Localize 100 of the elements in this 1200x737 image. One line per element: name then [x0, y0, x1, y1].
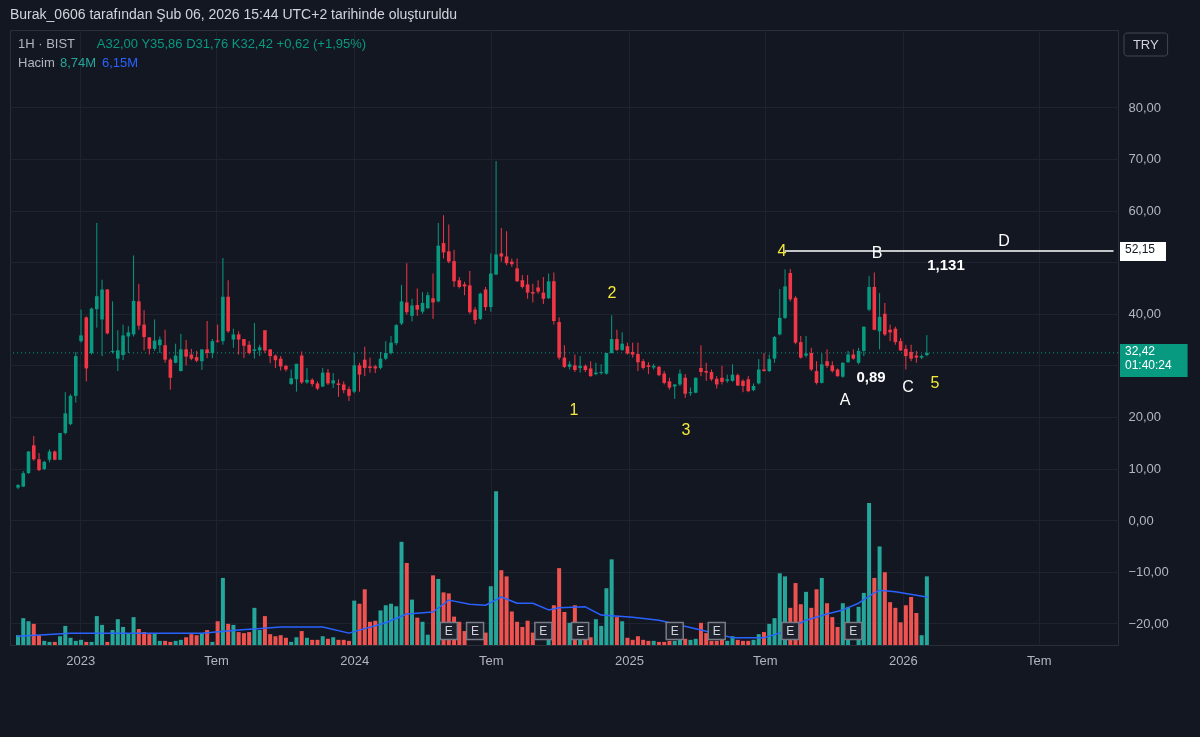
candlestick	[163, 329, 167, 364]
bar	[47, 641, 52, 645]
bar	[205, 630, 210, 645]
bar	[178, 639, 183, 645]
candlestick	[31, 435, 36, 462]
annotation: 5	[930, 374, 940, 391]
candlestick	[762, 352, 766, 373]
bar	[725, 640, 730, 645]
bar	[436, 578, 441, 645]
bar	[352, 600, 357, 645]
bar	[26, 621, 31, 645]
candlestick	[284, 364, 288, 373]
line-series	[17, 589, 928, 639]
text: TRY	[1132, 36, 1160, 52]
annotation: 0,89	[856, 368, 886, 385]
bar	[404, 562, 409, 645]
candlestick	[63, 391, 68, 435]
bar	[809, 607, 814, 645]
ref-line-label: 32,42 01:40:24	[1125, 343, 1173, 372]
bar	[252, 607, 257, 645]
candlestick	[236, 330, 241, 356]
bar	[814, 589, 819, 645]
candlestick	[825, 348, 829, 369]
bar	[378, 610, 383, 645]
bar	[199, 633, 204, 645]
candlestick	[431, 273, 435, 320]
bar	[819, 577, 824, 645]
data-label: 52,15	[1125, 242, 1156, 257]
bar	[767, 623, 772, 645]
bar	[872, 577, 877, 645]
bar	[336, 639, 341, 645]
annotation: E	[849, 624, 858, 639]
bar	[210, 641, 215, 645]
candlestick	[357, 362, 362, 393]
candlestick	[615, 329, 619, 352]
x-tick-label: 2025	[614, 652, 644, 668]
bar	[331, 637, 336, 645]
bar	[688, 639, 693, 645]
candlestick	[410, 298, 414, 323]
bar	[131, 617, 136, 645]
x-tick-label: 2023	[66, 652, 96, 668]
annotation: D	[998, 232, 1010, 249]
bar	[231, 624, 236, 645]
bar	[415, 617, 420, 645]
candlestick	[578, 355, 582, 374]
bar	[289, 641, 294, 645]
candlestick	[79, 309, 83, 344]
bar	[431, 575, 436, 645]
candlestick	[867, 275, 871, 312]
bar	[163, 640, 168, 645]
candlestick	[536, 279, 540, 295]
bar	[625, 637, 630, 645]
bar	[609, 559, 614, 645]
candlestick	[798, 335, 803, 360]
bar	[215, 621, 220, 645]
y-tick-label: 10,00	[1128, 461, 1162, 477]
annotation: C	[902, 378, 914, 395]
bar	[588, 637, 593, 645]
candlestick	[515, 258, 519, 283]
bar	[84, 641, 89, 645]
bar	[304, 637, 309, 645]
y-tick-label: 40,00	[1128, 306, 1162, 322]
y-tick-label: 60,00	[1128, 203, 1162, 219]
candlestick	[525, 274, 530, 300]
bar	[220, 577, 225, 645]
candlestick	[531, 283, 535, 303]
annotation: E	[539, 624, 548, 639]
x-tick-label: Tem	[1026, 652, 1052, 668]
candlestick	[404, 262, 409, 316]
bar	[683, 638, 688, 645]
annotation: E	[444, 624, 453, 639]
x-tick-label: Tem	[752, 652, 778, 668]
bar	[877, 546, 882, 645]
candlestick	[573, 354, 577, 373]
bar	[546, 639, 551, 645]
bar	[825, 603, 830, 645]
bar	[620, 621, 625, 645]
annotation: A	[839, 391, 851, 408]
annotation: E	[576, 624, 585, 639]
candlestick	[804, 335, 808, 359]
annotation: E	[712, 624, 721, 639]
bar	[357, 603, 362, 645]
annotation: 3	[681, 421, 691, 438]
bar	[614, 617, 619, 645]
bar	[483, 632, 488, 645]
annotation: 1,131	[927, 256, 965, 273]
bar	[924, 576, 929, 645]
chart-subtitle: 1H · BIST	[18, 36, 76, 51]
bar	[410, 599, 415, 645]
candlestick	[394, 323, 399, 346]
candlestick	[231, 328, 236, 349]
bar	[299, 631, 304, 645]
candlestick	[777, 288, 782, 336]
bar	[52, 641, 57, 645]
bar	[320, 636, 325, 645]
bar	[42, 640, 47, 645]
bar	[346, 640, 351, 645]
bar	[325, 638, 330, 645]
candlestick	[683, 373, 688, 399]
bar	[184, 637, 189, 645]
